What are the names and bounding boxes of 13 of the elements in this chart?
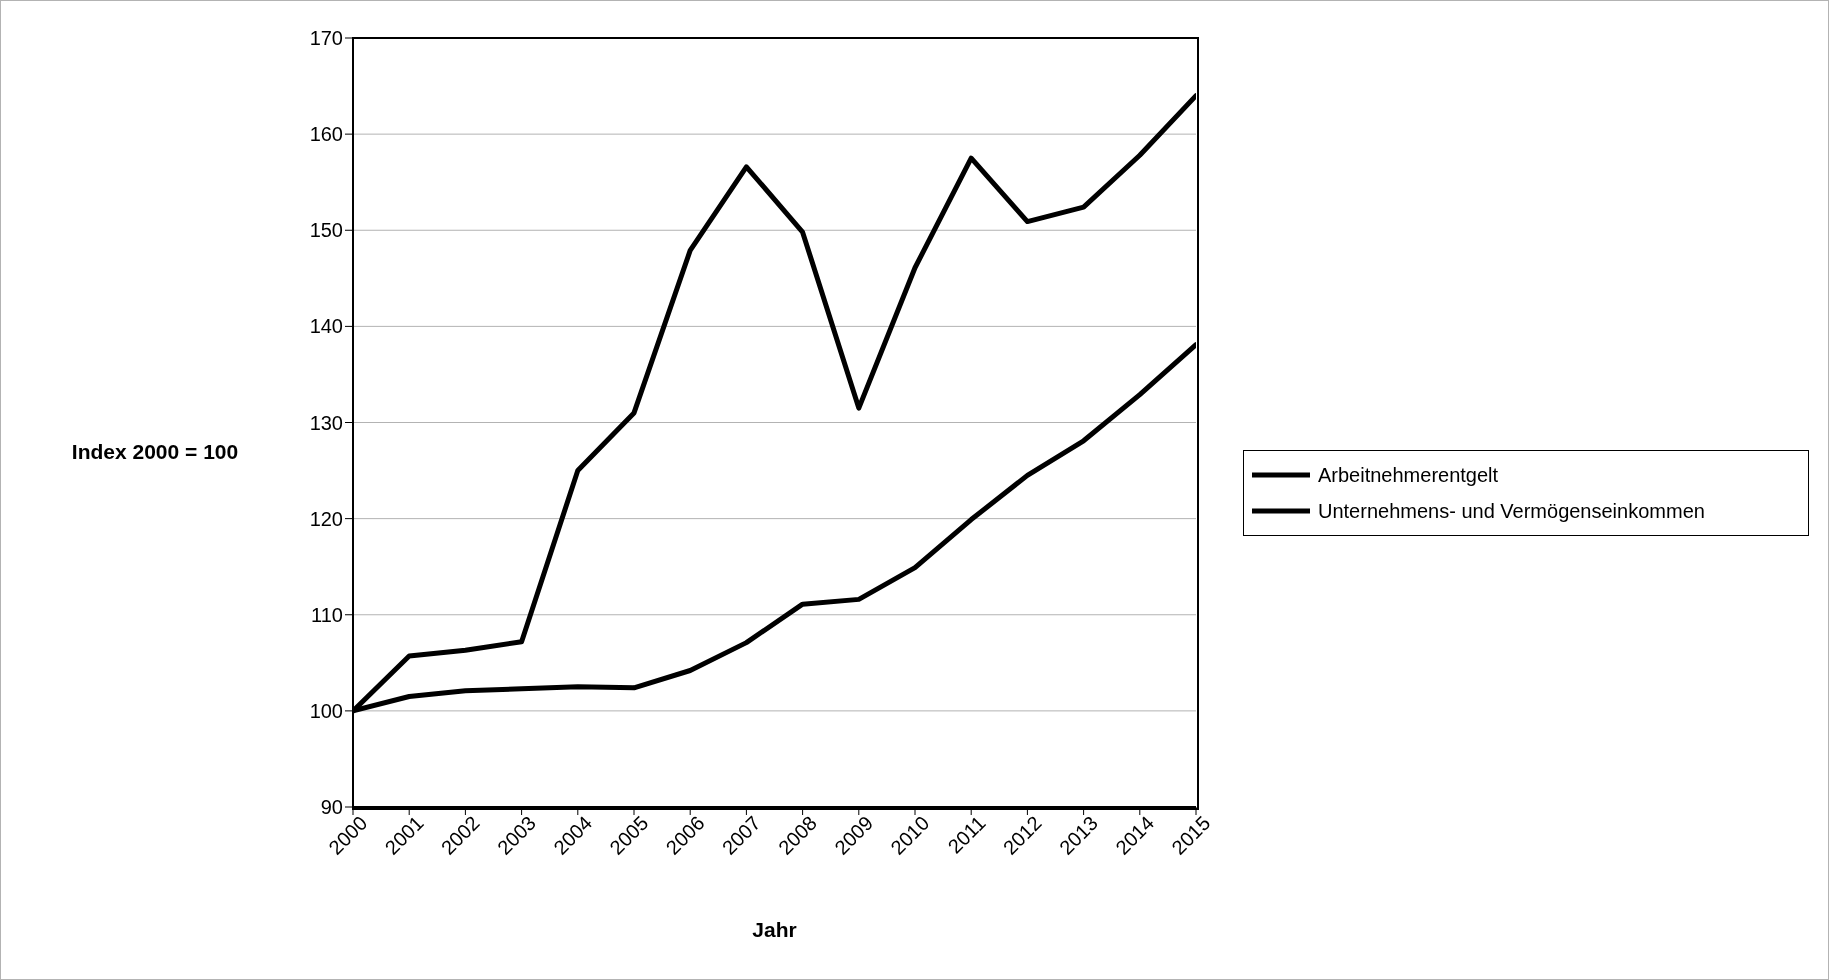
y-tick-label: 170 [309,27,343,50]
y-tick-label: 100 [309,699,343,722]
y-tick-label: 150 [309,219,343,242]
y-tick-label: 160 [309,123,343,146]
legend-label: Arbeitnehmerentgelt [1318,463,1499,487]
legend-label: Unternehmens- und Vermögenseinkommen [1318,499,1705,523]
y-tick-label: 110 [311,603,343,626]
y-tick-label: 130 [309,411,343,434]
y-tick-label: 90 [320,796,343,819]
y-tick-label: 140 [309,315,343,338]
y-tick-label: 120 [309,507,343,530]
y-axis-title: Index 2000 = 100 [70,440,240,464]
x-axis-title: Jahr [751,918,798,942]
